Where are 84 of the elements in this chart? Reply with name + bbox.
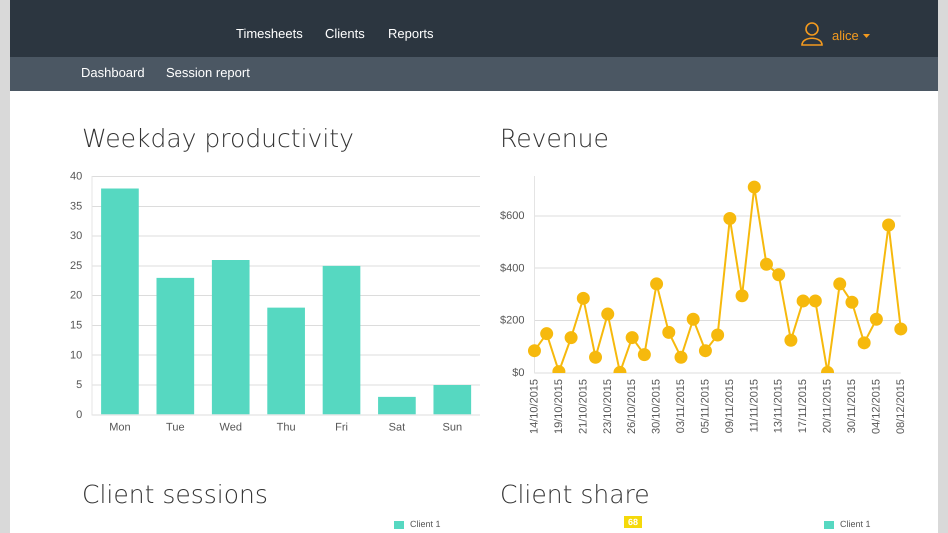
x-tick-label: 11/11/2015 (748, 378, 760, 432)
point (686, 312, 700, 326)
x-tick-label: 08/12/2015 (894, 378, 907, 434)
text: Client 1 (840, 519, 871, 529)
bar (212, 260, 250, 414)
bar (322, 266, 360, 414)
text: Client sessions (82, 480, 268, 509)
x-tick-label: 30/11/2015 (846, 378, 858, 434)
bar (378, 396, 416, 414)
bar (101, 188, 139, 414)
point (589, 350, 602, 364)
point (870, 312, 883, 326)
x-tick-label: Sun (442, 421, 462, 434)
x-tick-label: Fri (335, 421, 348, 434)
y-tick-label: $200 (500, 314, 524, 327)
point (796, 294, 810, 308)
x-tick-label: 09/11/2015 (724, 378, 736, 434)
point (638, 348, 651, 362)
bar (156, 278, 194, 414)
point (528, 344, 541, 358)
x-tick-label: Tue (166, 421, 185, 434)
chart-title: Revenue (500, 124, 609, 153)
x-tick-label: 17/11/2015 (797, 378, 810, 434)
point (540, 327, 554, 340)
y-tick-label: 40 (70, 170, 82, 183)
y-tick-label: 30 (70, 230, 82, 242)
text: alice (832, 28, 859, 43)
x-tick-label: 21/10/2015 (577, 378, 590, 434)
point (748, 180, 761, 194)
point (808, 294, 822, 308)
x-tick-label: 20/11/2015 (822, 378, 834, 434)
chart-title: Weekday productivity (82, 124, 354, 153)
y-tick-label: 10 (70, 349, 82, 362)
y-tick-label: 35 (70, 200, 82, 212)
x-tick-label: 30/10/2015 (650, 378, 663, 434)
text: Client 1 (410, 519, 441, 529)
y-tick-label: 5 (76, 379, 82, 392)
point (662, 326, 676, 339)
point (858, 336, 871, 350)
point (564, 331, 578, 344)
text: Dashboard (81, 65, 145, 80)
point (601, 308, 614, 321)
point (833, 277, 846, 290)
point (698, 344, 712, 358)
text: Clients (325, 26, 365, 41)
x-tick-label: Wed (220, 421, 242, 434)
x-tick-label: 04/12/2015 (870, 378, 882, 434)
x-tick-label: 03/11/2015 (675, 378, 688, 434)
text: 68 (624, 516, 642, 528)
y-tick-label: $600 (500, 210, 524, 222)
point (711, 328, 724, 342)
x-tick-label: Thu (276, 421, 296, 434)
text: Timesheets (236, 26, 303, 41)
x-tick-label: 05/11/2015 (699, 378, 712, 434)
y-tick-label: $0 (512, 366, 524, 379)
point (674, 350, 688, 364)
y-tick-label: 25 (70, 260, 82, 272)
y-tick-label: 20 (70, 290, 82, 302)
x-tick-label: 23/10/2015 (602, 378, 614, 434)
x-tick-label: Mon (109, 421, 131, 434)
text: Client share (500, 480, 650, 509)
y-tick-label: 0 (76, 408, 82, 421)
point (894, 322, 908, 336)
point (650, 277, 664, 290)
bar (267, 308, 305, 414)
x-tick-label: 26/10/2015 (626, 378, 638, 434)
text: Session report (166, 65, 250, 80)
point (882, 218, 896, 232)
x-tick-label: Sat (388, 421, 406, 434)
point (760, 258, 773, 271)
y-tick-label: $400 (500, 262, 524, 274)
point (845, 296, 858, 309)
point (626, 331, 639, 344)
y-tick-label: 15 (70, 320, 82, 332)
bar (433, 385, 472, 414)
point (576, 292, 590, 305)
point (784, 334, 798, 347)
text: Reports (388, 26, 434, 41)
point (736, 289, 749, 302)
point (772, 268, 786, 282)
x-tick-label: 19/10/2015 (552, 378, 565, 434)
point (723, 212, 736, 225)
x-tick-label: 13/11/2015 (772, 378, 785, 434)
x-tick-label: 14/10/2015 (528, 378, 540, 434)
